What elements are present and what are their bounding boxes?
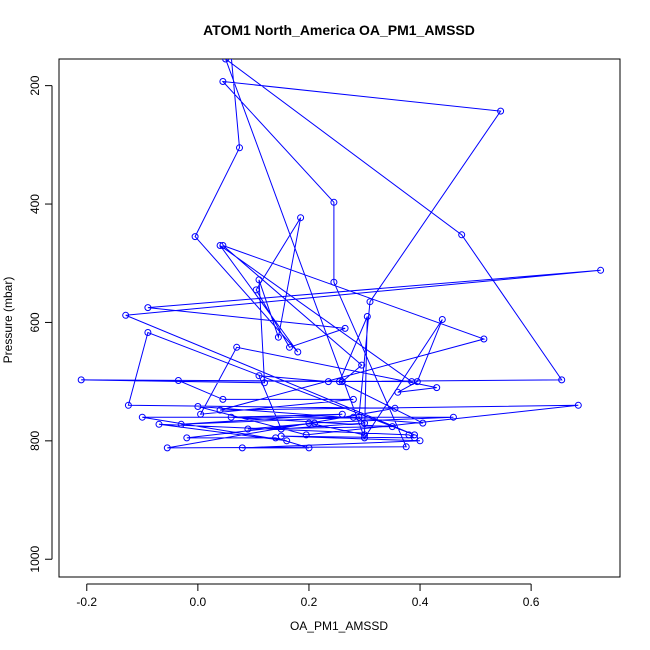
x-tick-label: 0.0 (190, 595, 207, 609)
data-point (336, 378, 343, 386)
data-point (405, 431, 413, 439)
data-point (77, 376, 85, 384)
data-point (122, 311, 130, 319)
data-point (227, 413, 235, 421)
data-point (252, 286, 260, 294)
data-point (244, 425, 252, 433)
data-point (294, 348, 302, 356)
data-point (338, 378, 346, 386)
x-tick-label: -0.2 (76, 595, 97, 609)
y-tick-label: 200 (28, 75, 42, 95)
data-point (191, 233, 199, 241)
data-point (197, 410, 205, 418)
data-point (305, 444, 313, 452)
data-point (419, 419, 427, 427)
data-point (272, 434, 280, 442)
data-point (330, 278, 338, 286)
data-point (274, 333, 282, 341)
data-point (341, 324, 349, 332)
data-point (324, 378, 332, 386)
data-point (163, 444, 171, 452)
data-point (361, 431, 368, 439)
data-point (216, 406, 224, 414)
data-point (361, 434, 368, 442)
data-point (416, 437, 424, 445)
data-point (286, 343, 293, 351)
x-axis: -0.2 0.0 0.2 0.4 0.6 (76, 583, 540, 609)
plot-frame (58, 58, 621, 578)
data-point (283, 437, 291, 445)
y-tick-label: 400 (28, 194, 42, 214)
data-point (297, 214, 305, 222)
data-point (194, 403, 202, 410)
data-series (77, 59, 605, 452)
data-point (480, 335, 488, 343)
data-point (361, 419, 368, 427)
data-point (413, 378, 421, 386)
data-point (233, 343, 241, 351)
data-point (261, 379, 268, 387)
x-tick-label: 0.2 (301, 595, 318, 609)
data-point (363, 313, 371, 320)
data-point (402, 443, 410, 451)
data-point (277, 425, 285, 433)
x-axis-label: OA_PM1_AMSSD (290, 619, 388, 633)
y-tick-label: 800 (28, 431, 42, 451)
data-point (458, 231, 466, 239)
data-point (497, 107, 505, 115)
data-point (138, 413, 146, 421)
data-point (177, 420, 185, 428)
data-point (238, 444, 246, 452)
data-point (302, 431, 310, 439)
y-tick-label: 600 (28, 312, 42, 332)
data-point (388, 423, 396, 431)
series-line (81, 59, 601, 449)
data-point (358, 361, 366, 369)
data-point (236, 144, 243, 152)
data-point (144, 304, 152, 312)
data-point (574, 401, 582, 409)
data-point (124, 401, 132, 409)
data-point (433, 384, 441, 392)
data-point (438, 316, 446, 323)
data-point (330, 198, 338, 206)
x-tick-label: 0.6 (523, 595, 540, 609)
y-tick-label: 1000 (28, 546, 42, 573)
y-axis: 200 400 600 800 1000 (28, 75, 53, 573)
data-point (174, 377, 182, 384)
data-point (229, 59, 234, 60)
data-point (219, 395, 227, 403)
data-point (144, 329, 152, 336)
data-point (349, 413, 357, 421)
data-point (155, 420, 163, 428)
data-point (366, 298, 374, 306)
data-point (394, 388, 402, 396)
data-point (219, 78, 227, 85)
data-point (222, 59, 230, 63)
x-tick-label: 0.4 (412, 595, 429, 609)
data-point (597, 266, 605, 274)
chart-title: ATOM1 North_America OA_PM1_AMSSD (203, 22, 475, 38)
data-point (255, 372, 263, 380)
data-point (449, 413, 457, 421)
data-point (558, 376, 566, 384)
data-point (255, 276, 263, 284)
data-point (349, 395, 357, 403)
data-point (219, 242, 227, 249)
data-point (391, 404, 399, 412)
data-point (183, 434, 191, 442)
data-point (311, 419, 318, 427)
data-point (216, 242, 224, 249)
data-point (411, 434, 418, 442)
y-axis-label: Pressure (mbar) (1, 277, 15, 364)
data-point (338, 410, 346, 418)
